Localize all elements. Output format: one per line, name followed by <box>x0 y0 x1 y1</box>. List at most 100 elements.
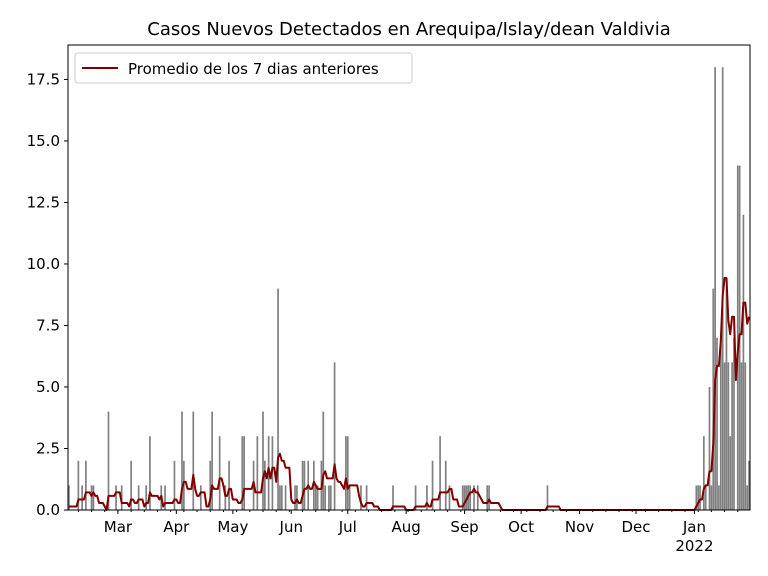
bar <box>145 485 148 510</box>
bar <box>209 460 212 510</box>
bar <box>322 411 325 510</box>
bar <box>426 485 428 510</box>
bar <box>137 485 140 510</box>
bar <box>173 460 176 510</box>
bar <box>718 485 720 510</box>
bar <box>92 485 95 510</box>
bar <box>324 485 327 510</box>
bar <box>742 214 745 510</box>
bar <box>723 362 726 510</box>
bar <box>476 485 479 510</box>
bar <box>744 362 747 510</box>
bar <box>85 460 87 510</box>
x-tick-label: Aug <box>392 518 421 536</box>
bar <box>444 460 447 510</box>
bar <box>712 288 715 510</box>
bar <box>241 436 244 510</box>
bar <box>284 485 287 510</box>
bar <box>360 485 362 510</box>
x-tick-label: Oct <box>508 518 534 536</box>
bar <box>264 460 266 510</box>
bar <box>333 362 336 510</box>
bar <box>736 165 739 511</box>
plot-frame <box>67 44 751 511</box>
y-tick-label: 10.0 <box>27 255 60 273</box>
bar <box>488 485 490 510</box>
bar <box>448 485 451 510</box>
bar <box>277 288 279 510</box>
bar <box>704 485 707 510</box>
bar <box>414 485 417 510</box>
bar <box>708 386 711 510</box>
bar <box>68 485 70 510</box>
y-tick-label: 15.0 <box>27 132 60 150</box>
bar <box>695 485 698 510</box>
bar <box>77 460 80 510</box>
x-tick-label: May <box>217 518 248 536</box>
legend: Promedio de los 7 dias anteriores <box>74 52 413 84</box>
bar <box>345 436 347 510</box>
bar <box>130 460 132 510</box>
bar <box>303 460 306 510</box>
bar <box>228 460 230 510</box>
bar <box>164 485 166 510</box>
x-tick-label: Nov <box>565 518 594 536</box>
bar <box>262 411 264 510</box>
bar <box>181 411 183 510</box>
bar <box>115 485 117 510</box>
legend-box <box>74 52 413 84</box>
chart-title: Casos Nuevos Detectados en Arequipa/Isla… <box>147 19 671 40</box>
bar <box>714 67 716 511</box>
bar <box>348 485 351 510</box>
bar <box>365 485 368 510</box>
bar <box>294 485 296 510</box>
x-tick-year-label: 2022 <box>675 537 713 555</box>
bar <box>192 411 195 510</box>
x-tick-label: Jan <box>682 518 706 536</box>
bar <box>256 436 259 510</box>
bars <box>68 67 750 511</box>
y-tick-label: 2.5 <box>36 439 60 457</box>
x-tick-label: Jul <box>338 518 357 536</box>
bar <box>697 485 700 510</box>
bar <box>719 337 722 510</box>
bar <box>725 288 728 510</box>
y-tick-label: 7.5 <box>36 316 60 334</box>
bar <box>710 485 713 510</box>
bar <box>463 485 466 510</box>
bar <box>329 485 332 510</box>
y-tick-label: 17.5 <box>27 70 60 88</box>
x-tick-label: Dec <box>622 518 651 536</box>
y-tick-label: 12.5 <box>27 193 60 211</box>
bar <box>740 362 743 510</box>
bar <box>81 485 83 510</box>
bar <box>296 485 298 510</box>
bar <box>328 485 330 510</box>
bar <box>431 460 434 510</box>
bar <box>107 411 110 510</box>
bar <box>90 485 93 510</box>
bar <box>731 362 733 510</box>
bar <box>746 485 749 510</box>
bar <box>702 436 705 510</box>
y-axis: 0.0 2.5 5.0 7.5 10.0 12.5 15.0 17.5 <box>27 70 68 519</box>
bar <box>149 436 151 510</box>
bar <box>699 485 701 510</box>
bar <box>473 485 475 510</box>
x-tick-label: Jun <box>279 518 303 536</box>
bar <box>301 460 304 510</box>
bar <box>224 485 227 510</box>
bar <box>314 485 317 510</box>
x-tick-label: Apr <box>163 518 190 536</box>
bar <box>486 485 489 510</box>
bar <box>727 362 730 510</box>
bar <box>439 436 441 510</box>
bar <box>199 485 202 510</box>
legend-label: Promedio de los 7 dias anteriores <box>128 60 379 78</box>
average-line-group <box>68 277 751 511</box>
bar <box>211 411 213 510</box>
x-tick-label: Sep <box>450 518 478 536</box>
bar <box>546 485 549 510</box>
